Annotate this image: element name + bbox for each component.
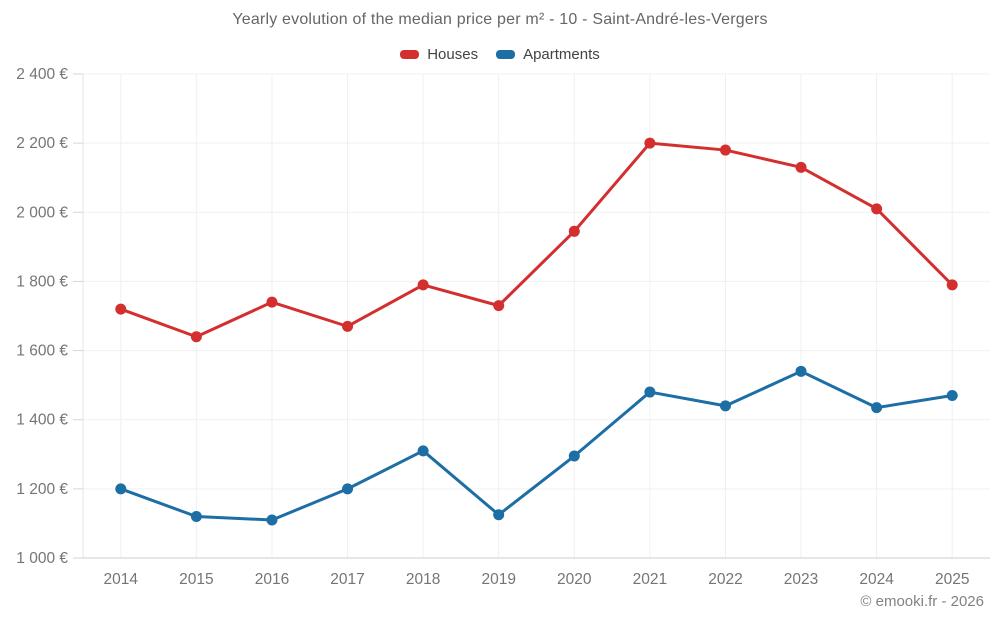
apartments-point-2023[interactable] [795,365,807,377]
houses-point-2018[interactable] [417,279,429,291]
credit-text: © emooki.fr - 2026 [860,593,984,610]
houses-point-2017[interactable] [342,320,354,332]
legend-label-houses: Houses [427,46,479,63]
x-tick-label: 2014 [104,571,139,588]
apartments-point-2017[interactable] [342,483,354,495]
apartments-point-2021[interactable] [644,386,656,398]
x-tick-label: 2019 [481,571,515,588]
apartments-point-2014[interactable] [115,483,127,495]
apartments-point-2020[interactable] [568,450,580,462]
y-tick-label: 2 000 € [16,204,68,221]
x-tick-label: 2023 [784,571,818,588]
apartments-point-2025[interactable] [946,390,958,402]
y-tick-label: 1 200 € [16,481,68,498]
x-tick-label: 2015 [179,571,213,588]
apartments-series-swatch-icon [496,50,516,59]
x-tick-label: 2017 [330,571,364,588]
y-tick-label: 2 200 € [16,135,68,152]
x-tick-label: 2018 [406,571,440,588]
x-tick-label: 2025 [935,571,969,588]
apartments-point-2019[interactable] [493,509,505,521]
legend-item-apartments[interactable]: Apartments [496,46,600,63]
houses-point-2024[interactable] [871,203,883,215]
chart-legend: Houses Apartments [0,46,1000,63]
x-tick-label: 2022 [708,571,742,588]
y-tick-label: 1 800 € [16,273,68,290]
x-tick-label: 2021 [633,571,667,588]
houses-point-2025[interactable] [946,279,958,291]
houses-point-2019[interactable] [493,300,505,312]
chart-title: Yearly evolution of the median price per… [232,11,768,28]
houses-point-2014[interactable] [115,303,127,315]
apartments-point-2024[interactable] [871,402,883,414]
apartments-point-2018[interactable] [417,445,429,457]
y-tick-label: 1 400 € [16,412,68,429]
y-tick-label: 2 400 € [16,66,68,83]
apartments-point-2016[interactable] [266,514,278,526]
houses-line [119,141,954,339]
houses-series-swatch-icon [400,50,420,59]
x-tick-label: 2016 [255,571,289,588]
y-tick-label: 1 600 € [16,343,68,360]
houses-point-2016[interactable] [266,296,278,308]
apartments-point-2022[interactable] [719,400,731,412]
legend-label-apartments: Apartments [523,46,600,63]
houses-point-2020[interactable] [568,225,580,237]
houses-point-2022[interactable] [719,144,731,156]
houses-point-2015[interactable] [190,331,202,343]
x-tick-label: 2020 [557,571,592,588]
legend-item-houses[interactable]: Houses [400,46,478,63]
houses-point-2021[interactable] [644,137,656,149]
apartments-line [119,369,954,522]
apartments-point-2015[interactable] [190,511,202,523]
houses-point-2023[interactable] [795,161,807,173]
y-tick-label: 1 000 € [16,550,68,567]
x-tick-label: 2024 [859,571,894,588]
